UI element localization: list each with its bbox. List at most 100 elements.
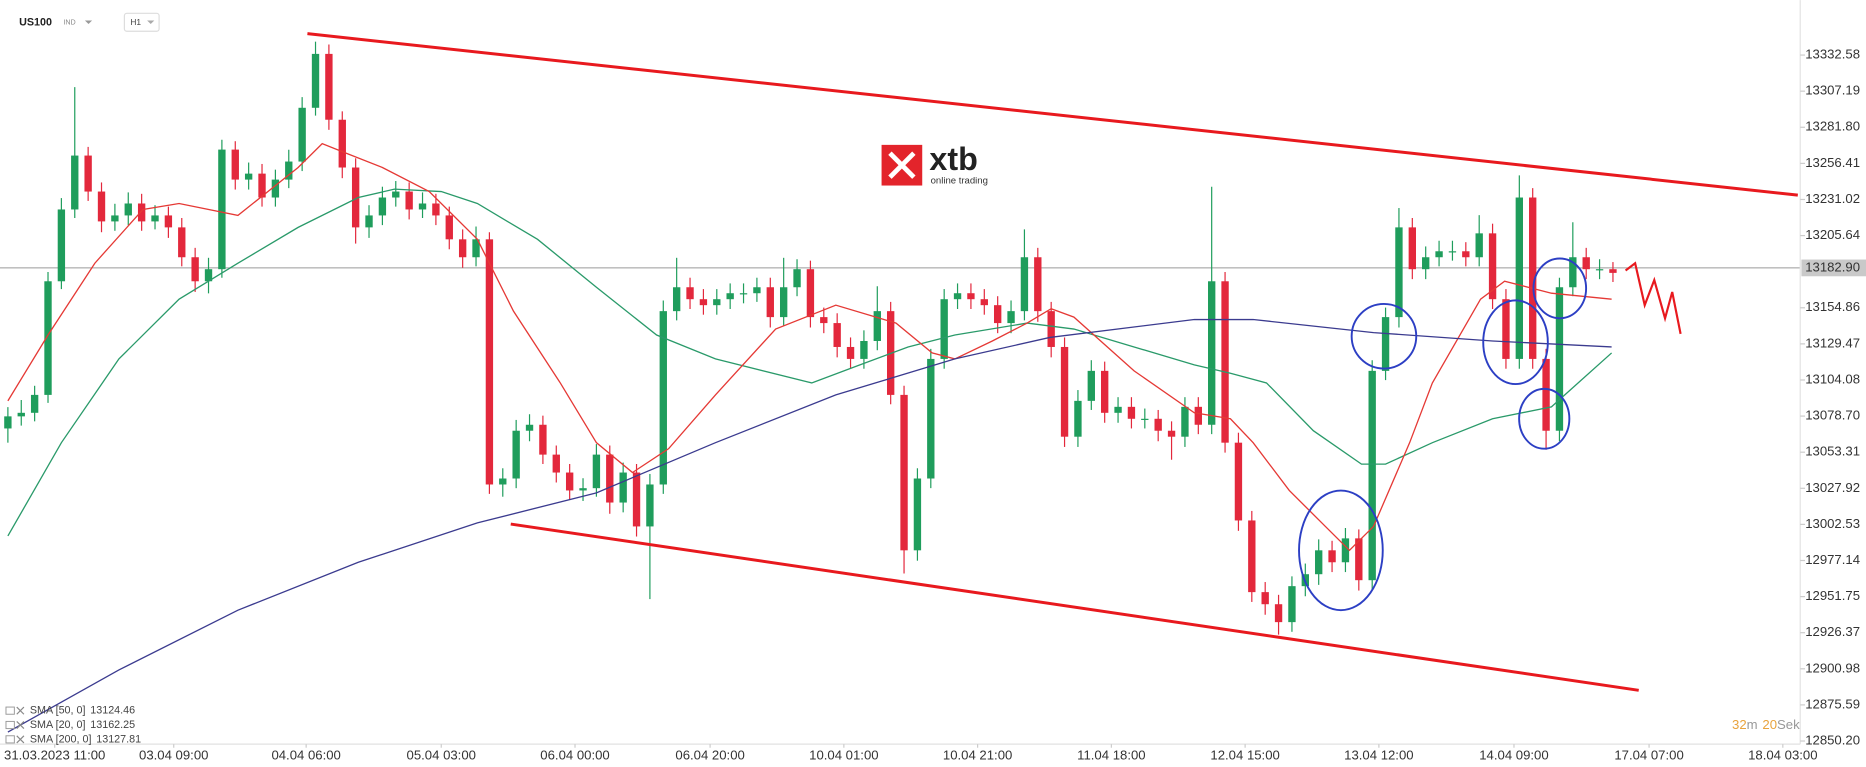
timer-unit: Sek: [1777, 718, 1800, 733]
candle-body: [1569, 257, 1577, 288]
candle-body: [1248, 520, 1256, 593]
x-tick-label: 06.04 00:00: [540, 748, 609, 763]
candle-body: [137, 203, 146, 222]
y-tick-label: 12977.14: [1805, 552, 1860, 567]
candle-body: [1488, 233, 1497, 300]
candle-body: [378, 197, 387, 216]
candle-body: [432, 203, 440, 216]
candle-body: [1475, 233, 1483, 258]
candle-body: [472, 239, 480, 258]
projection: [1624, 261, 1682, 335]
legend-name: SMA [20, 0]: [30, 719, 86, 731]
candle-body: [445, 215, 453, 240]
candle-body: [1368, 370, 1376, 581]
candle-body: [672, 287, 681, 312]
last-price-label: 13182.90: [1805, 259, 1860, 274]
candle-body: [405, 191, 413, 210]
candle-body: [124, 203, 132, 216]
channel-bottom: [510, 522, 1639, 692]
x-tick-label: 18.04 03:00: [1748, 748, 1817, 763]
x-tick-label: 12.04 15:00: [1210, 748, 1279, 763]
y-tick-label: 12850.20: [1805, 732, 1860, 747]
candle-body: [726, 293, 734, 300]
candle-body: [606, 454, 614, 503]
candle-body: [84, 155, 92, 192]
highlight-circle: [1298, 489, 1384, 612]
candle-body: [271, 179, 280, 198]
candle-body: [57, 209, 66, 282]
candle-timer: 32m 20Sek: [1732, 718, 1800, 733]
candle-body: [592, 454, 601, 489]
candle-body: [552, 454, 560, 473]
legend-remove: [16, 735, 25, 744]
candle-body: [97, 191, 106, 222]
dropdown-caret[interactable]: [147, 20, 155, 25]
candle-body: [285, 161, 293, 180]
candle-body: [231, 149, 239, 180]
candle-body: [539, 424, 547, 455]
candle-body: [1288, 586, 1296, 623]
candle-body: [151, 215, 159, 222]
candle-body: [1194, 406, 1202, 425]
candle-body: [1355, 538, 1363, 581]
candle-body: [164, 215, 173, 228]
candle-body: [1328, 550, 1336, 563]
candle-body: [753, 287, 761, 294]
candle-body: [1274, 604, 1283, 623]
candle-body: [993, 305, 1002, 324]
candle-body: [846, 346, 855, 359]
candle-body: [1167, 430, 1176, 437]
y-tick-label: 13154.86: [1805, 299, 1860, 314]
candle-body: [900, 394, 908, 551]
candle-body: [579, 488, 587, 491]
candle-body: [619, 472, 627, 503]
legend-remove: [16, 706, 25, 715]
candle-body: [1341, 538, 1350, 563]
candle-body: [1154, 418, 1162, 431]
candle-body: [686, 287, 694, 300]
highlight-circle: [1518, 387, 1571, 450]
candle-body: [1221, 281, 1229, 443]
legend-entry: SMA [50, 0] 13124.46: [30, 704, 135, 716]
legend-value: 13127.81: [96, 733, 141, 745]
x-tick-label: 13.04 12:00: [1344, 748, 1413, 763]
legend-icon: [5, 720, 15, 730]
y-tick-label: 13205.64: [1805, 227, 1860, 242]
logo-tagline: online trading: [931, 175, 988, 186]
candle-body: [111, 215, 119, 222]
candle-body: [1502, 299, 1510, 359]
dropdown-caret[interactable]: [84, 20, 93, 25]
candle-body: [418, 203, 427, 210]
candle-body: [338, 119, 346, 168]
candle-body: [1395, 227, 1403, 318]
candle-body: [766, 287, 774, 318]
candle-body: [1448, 251, 1457, 253]
candle-body: [1114, 406, 1122, 413]
sma-line: [7, 318, 1612, 733]
legend-value: 13124.46: [90, 704, 135, 716]
legend-icon: [5, 735, 15, 744]
legend-name: SMA [200, 0]: [30, 733, 92, 745]
sma-line: [7, 142, 1612, 552]
candle-body: [178, 227, 186, 258]
candle-body: [71, 155, 79, 210]
candle-body: [1555, 287, 1564, 431]
candle-body: [244, 173, 253, 180]
legend-name: SMA [50, 0]: [30, 704, 86, 716]
y-tick-label: 13281.80: [1805, 119, 1860, 134]
interval-box[interactable]: [123, 12, 160, 32]
y-tick-label: 13307.19: [1805, 83, 1860, 98]
legend-entry: SMA [200, 0] 13127.81: [30, 733, 141, 745]
y-tick-label: 12926.37: [1805, 624, 1860, 639]
interval[interactable]: H1: [130, 17, 141, 27]
x-tick-label: 05.04 03:00: [407, 748, 476, 763]
y-tick-label: 13027.92: [1805, 480, 1860, 495]
symbol[interactable]: US100: [19, 17, 52, 29]
x-tick-label: 04.04 06:00: [271, 748, 340, 763]
candle-body: [779, 287, 788, 318]
y-tick-label: 12875.59: [1805, 696, 1860, 711]
candle-body: [646, 484, 654, 527]
candle-body: [458, 239, 467, 258]
candle-body: [191, 257, 199, 282]
